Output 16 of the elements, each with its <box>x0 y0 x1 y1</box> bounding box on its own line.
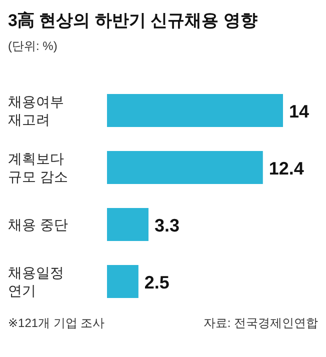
bar <box>107 151 263 184</box>
text: ※121개 기업 조사 <box>8 316 105 330</box>
data-label: 14 <box>289 102 310 122</box>
y-tick-label: 채용여부 재고려 <box>8 94 64 128</box>
bar <box>107 265 138 298</box>
bar <box>107 208 148 241</box>
data-label: 2.5 <box>144 272 170 292</box>
y-tick-label: 채용일정 연기 <box>8 264 64 298</box>
data-label: 12.4 <box>268 158 304 178</box>
chart-title: 3高 현상의 하반기 신규채용 영향 <box>8 11 258 30</box>
bar <box>107 94 283 127</box>
y-tick-label: 계획보다 규모 감소 <box>8 150 68 184</box>
y-tick-label: 채용 중단 <box>8 216 68 232</box>
chart-subtitle: (단위: %) <box>8 39 58 53</box>
data-label: 3.3 <box>154 216 180 236</box>
text: 자료: 전국경제인연합 <box>203 316 318 330</box>
